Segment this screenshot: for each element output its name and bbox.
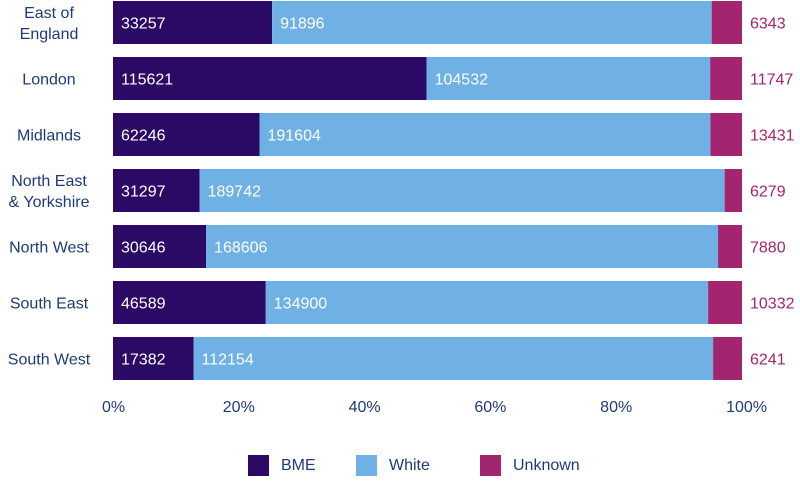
bar-unknown-london (710, 57, 742, 100)
region-label-south-east: South East (10, 296, 89, 313)
bar-unknown-north-west (718, 225, 742, 268)
value-label-white-london: 104532 (435, 72, 488, 89)
value-label-unknown-north-east-yorkshire: 6279 (750, 184, 786, 201)
value-label-unknown-london: 11747 (750, 72, 793, 89)
bar-white-london (426, 57, 711, 100)
x-tick-40-percent: 40% (349, 399, 381, 416)
region-label-north-east-yorkshire: North East & Yorkshire (9, 173, 90, 211)
value-label-unknown-east-of-england: 6343 (750, 16, 786, 33)
value-label-white-midlands: 191604 (267, 128, 320, 145)
value-label-bme-north-west: 30646 (121, 240, 166, 257)
legend-swatch-unknown (480, 455, 501, 476)
bar-white-north-east-yorkshire (199, 169, 725, 212)
region-label-east-of-england: East of England (20, 5, 79, 43)
bar-white-south-west (193, 337, 714, 380)
value-label-bme-south-east: 46589 (121, 296, 166, 313)
value-label-bme-south-west: 17382 (121, 352, 166, 369)
legend-item-white: White (356, 455, 430, 476)
value-label-bme-midlands: 62246 (121, 128, 166, 145)
bar-bme-east-of-england (113, 1, 273, 44)
legend-item-bme: BME (248, 455, 316, 476)
bar-bme-south-west (113, 337, 194, 380)
legend-swatch-bme (248, 455, 269, 476)
region-label-london: London (22, 72, 75, 89)
value-label-white-east-of-england: 91896 (280, 16, 325, 33)
bar-white-east-of-england (272, 1, 712, 44)
bar-bme-north-west (113, 225, 207, 268)
legend-item-unknown: Unknown (480, 455, 580, 476)
bar-unknown-east-of-england (711, 1, 742, 44)
value-label-bme-east-of-england: 33257 (121, 16, 166, 33)
legend-label-white: White (389, 456, 430, 474)
bar-bme-london (113, 57, 427, 100)
value-label-unknown-north-west: 7880 (750, 240, 786, 257)
x-tick-60-percent: 60% (474, 399, 506, 416)
x-tick-0-percent: 0% (102, 399, 125, 416)
bar-unknown-south-west (713, 337, 742, 380)
bar-white-north-west (206, 225, 719, 268)
stacked-bar-chart: East of England 33257 91896 6343 London 115621… (8, 1, 795, 416)
value-label-white-north-east-yorkshire: 189742 (208, 184, 261, 201)
value-label-bme-london: 115621 (121, 72, 173, 89)
region-label-midlands: Midlands (17, 128, 81, 145)
bar-bme-north-east-yorkshire (113, 169, 200, 212)
legend-label-bme: BME (281, 456, 316, 474)
value-label-white-south-west: 112154 (202, 352, 254, 369)
value-label-bme-north-east-yorkshire: 31297 (121, 184, 166, 201)
value-label-white-south-east: 134900 (274, 296, 327, 313)
value-label-unknown-south-east: 10332 (750, 296, 795, 313)
x-tick-100-percent: 100% (726, 399, 767, 416)
x-tick-20-percent: 20% (223, 399, 255, 416)
legend-swatch-white (356, 455, 377, 476)
legend: BME White Unknown (0, 455, 800, 483)
region-label-north-west: North West (9, 240, 89, 257)
bar-white-south-east (265, 281, 709, 324)
region-label-south-west: South West (8, 352, 91, 369)
bar-bme-midlands (113, 113, 260, 156)
value-label-unknown-south-west: 6241 (750, 352, 786, 369)
value-label-unknown-midlands: 13431 (750, 128, 795, 145)
bar-bme-south-east (113, 281, 266, 324)
value-label-white-north-west: 168606 (214, 240, 267, 257)
bar-unknown-south-east (708, 281, 742, 324)
bar-unknown-midlands (710, 113, 742, 156)
legend-label-unknown: Unknown (513, 456, 580, 474)
x-tick-80-percent: 80% (600, 399, 632, 416)
bar-white-midlands (259, 113, 711, 156)
bar-unknown-north-east-yorkshire (724, 169, 742, 212)
